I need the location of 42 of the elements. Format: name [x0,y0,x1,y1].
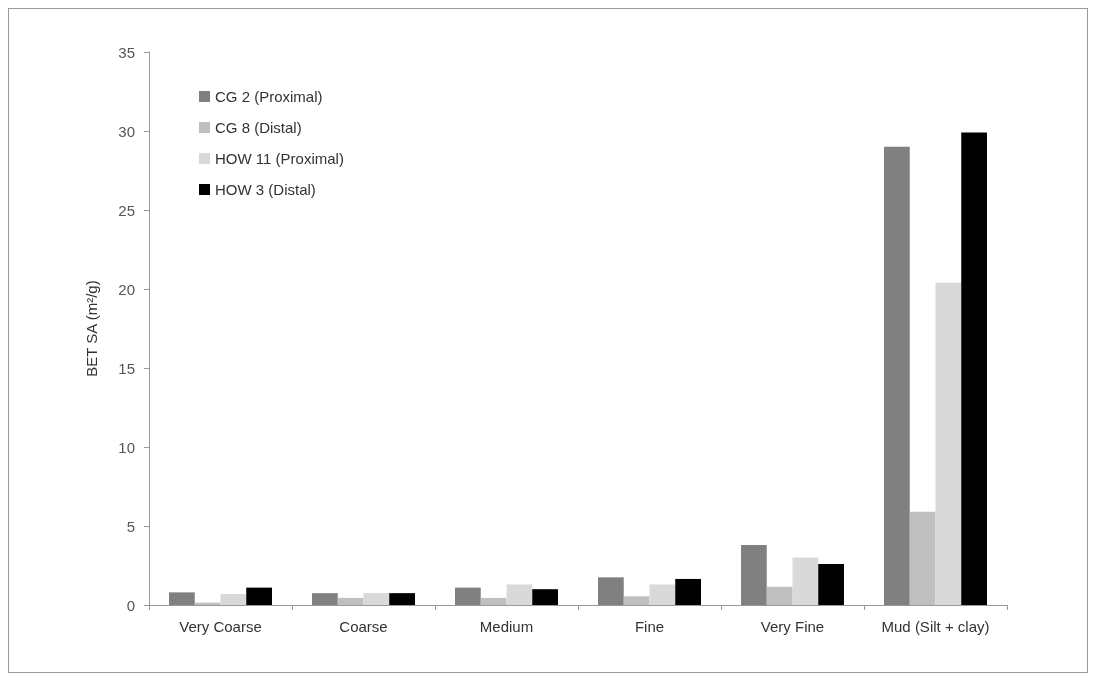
bar [818,563,844,605]
legend-label: HOW 3 (Distal) [215,181,316,198]
bar [598,577,624,605]
bar [363,593,390,605]
legend-label: HOW 11 (Proximal) [215,150,344,167]
y-tick-label: 5 [126,517,135,535]
bar [649,584,676,605]
x-tick-label: Mud (Silt + clay) [881,618,990,635]
bar [792,557,819,605]
y-tick-label: 20 [118,280,135,298]
bar [675,578,701,605]
legend-label: CG 8 (Distal) [215,119,302,136]
bar [506,584,533,605]
bar [246,587,272,605]
x-tick-label: Very Fine [760,618,825,635]
bar [935,282,962,605]
y-tick-label: 10 [118,438,135,456]
bar [455,587,481,605]
y-tick-label: 25 [118,201,135,219]
bar [220,593,247,605]
y-tick-label: 35 [118,43,135,61]
bar [389,593,415,605]
x-tick-label: Very Coarse [179,618,262,635]
x-tick-label: Medium [479,618,534,635]
y-tick-label: 30 [118,122,135,140]
bar [741,544,767,605]
x-tick-label: Coarse [339,618,388,635]
y-tick-label: 15 [118,359,135,377]
legend-label: CG 2 (Proximal) [215,88,323,105]
bar [337,597,364,605]
x-tick-label: Fine [634,618,665,635]
bar [480,597,507,605]
y-tick-label: 0 [126,596,135,614]
bar [884,146,910,605]
bar [169,592,195,605]
bar [532,589,558,605]
bar [766,586,793,605]
bar [909,511,936,605]
bar [961,132,987,605]
bar [312,593,338,605]
bar [623,596,650,605]
y-axis-title: BET SA (m²/g) [83,280,100,377]
